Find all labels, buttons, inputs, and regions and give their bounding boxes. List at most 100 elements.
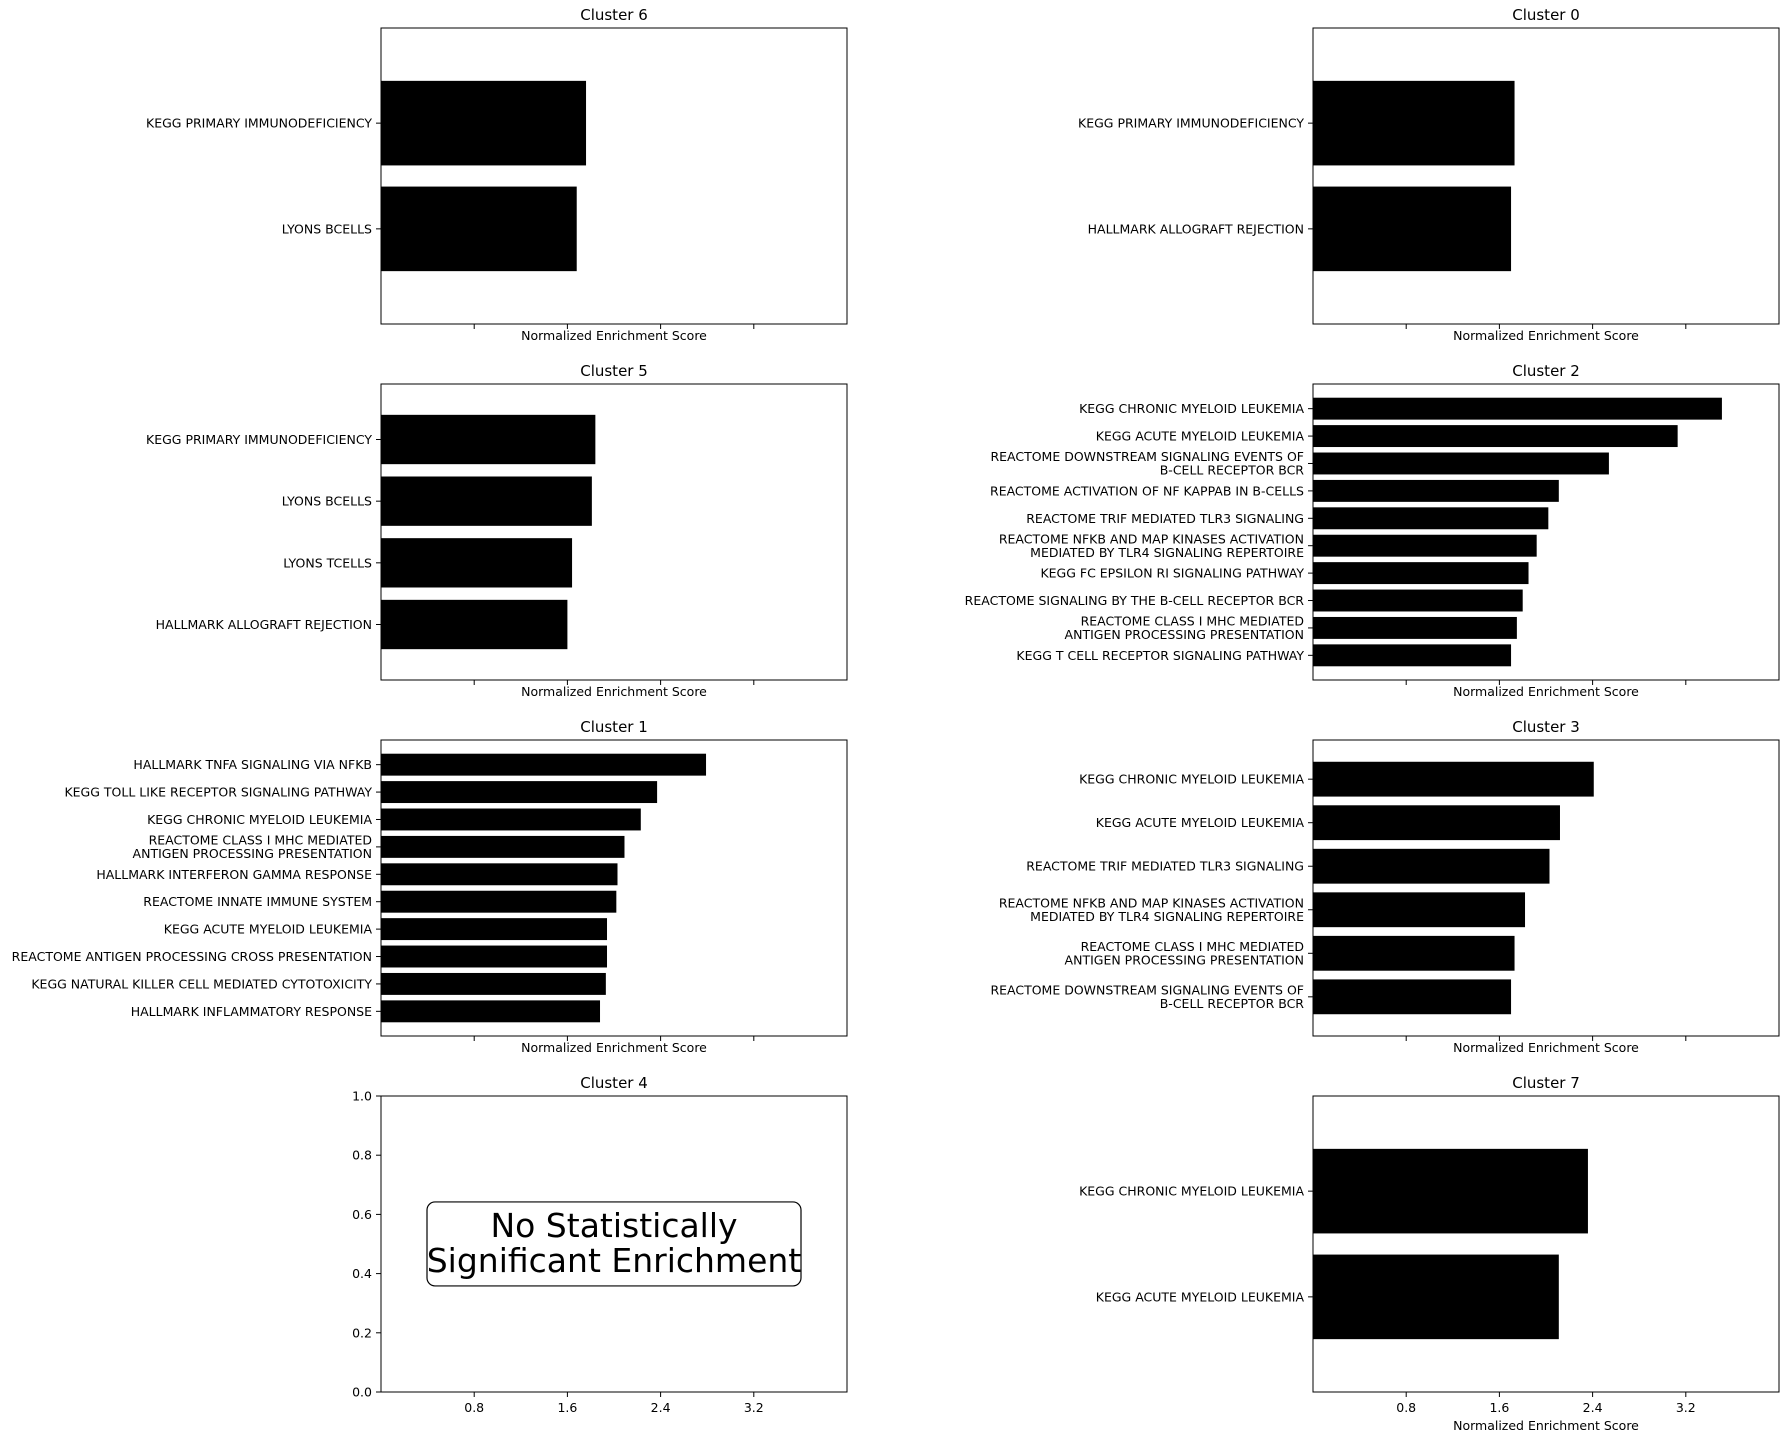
bar bbox=[1313, 935, 1515, 971]
plot-frame bbox=[1312, 27, 1780, 325]
chart-title: Cluster 6 bbox=[580, 6, 648, 24]
bar bbox=[1313, 562, 1529, 585]
category-label: REACTOME ANTIGEN PROCESSING CROSS PRESEN… bbox=[12, 949, 372, 964]
bar bbox=[381, 863, 618, 886]
y-tick-label: 0.4 bbox=[352, 1266, 372, 1281]
category-label: REACTOME INNATE IMMUNE SYSTEM bbox=[143, 894, 372, 909]
bar bbox=[1313, 644, 1512, 667]
bar bbox=[1313, 1148, 1588, 1234]
x-tick-label: 3.2 bbox=[1676, 1400, 1696, 1415]
bar bbox=[1313, 979, 1512, 1015]
bar bbox=[1313, 452, 1609, 475]
bar bbox=[381, 972, 606, 995]
bar bbox=[1313, 761, 1594, 797]
x-axis-label: Normalized Enrichment Score bbox=[521, 328, 707, 343]
bar bbox=[381, 414, 596, 465]
category-label: HALLMARK INTERFERON GAMMA RESPONSE bbox=[96, 867, 372, 882]
chart-panel-1: Cluster 0 KEGG PRIMARY IMMUNODEFICIENCY HA… bbox=[1078, 6, 1780, 343]
chart-title: Cluster 2 bbox=[1512, 362, 1580, 380]
x-tick-label: 0.8 bbox=[1396, 1400, 1416, 1415]
bar bbox=[381, 538, 573, 588]
category-label: REACTOME ACTIVATION OF NF KAPPAB IN B-CE… bbox=[990, 483, 1304, 498]
plot-frame bbox=[380, 739, 848, 1037]
y-tick-label: 0.2 bbox=[352, 1325, 372, 1340]
category-label: KEGG ACUTE MYELOID LEUKEMIA bbox=[1096, 429, 1305, 444]
x-axis-label: Normalized Enrichment Score bbox=[1453, 1418, 1639, 1433]
bar bbox=[1313, 848, 1550, 884]
bar bbox=[1313, 397, 1722, 420]
x-axis-label: Normalized Enrichment Score bbox=[521, 1040, 707, 1055]
bar bbox=[1313, 616, 1517, 639]
category-label: LYONS BCELLS bbox=[282, 221, 372, 236]
category-label: KEGG ACUTE MYELOID LEUKEMIA bbox=[164, 922, 373, 937]
category-label: REACTOME CLASS I MHC MEDIATED ANTIGEN PRO… bbox=[1065, 939, 1304, 968]
category-label: KEGG PRIMARY IMMUNODEFICIENCY bbox=[146, 432, 372, 447]
bar bbox=[1313, 534, 1537, 557]
category-label: REACTOME CLASS I MHC MEDIATED ANTIGEN PRO… bbox=[1065, 614, 1304, 643]
y-tick-label: 0.6 bbox=[352, 1207, 372, 1222]
x-tick-label: 2.4 bbox=[651, 1400, 671, 1415]
chart-panel-6: Cluster 4 0.8 1.6 2.4 3.2 0.0 0.2 0.4 0.6 0.8 1.0 N… bbox=[352, 1074, 848, 1415]
plot-frame bbox=[1312, 383, 1780, 681]
category-label: KEGG T CELL RECEPTOR SIGNALING PATHWAY bbox=[1016, 648, 1304, 663]
category-label: KEGG CHRONIC MYELOID LEUKEMIA bbox=[147, 812, 372, 827]
bar bbox=[381, 781, 658, 804]
bar bbox=[381, 835, 625, 858]
plot-frame bbox=[1312, 739, 1780, 1037]
bar bbox=[1313, 425, 1678, 448]
bar bbox=[381, 80, 587, 166]
category-label: KEGG CHRONIC MYELOID LEUKEMIA bbox=[1079, 1184, 1304, 1199]
category-label: REACTOME TRIF MEDIATED TLR3 SIGNALING bbox=[1026, 511, 1304, 526]
y-tick-label: 0.8 bbox=[352, 1148, 372, 1163]
bar bbox=[1313, 1254, 1559, 1340]
bar bbox=[381, 808, 641, 831]
bar bbox=[1313, 186, 1512, 272]
chart-panel-5: Cluster 3 KEGG CHRONIC MYELOID LEUKEMIA KE… bbox=[990, 718, 1780, 1055]
category-label: HALLMARK INFLAMMATORY RESPONSE bbox=[131, 1004, 372, 1019]
category-label: KEGG PRIMARY IMMUNODEFICIENCY bbox=[146, 116, 372, 131]
category-label: KEGG FC EPSILON RI SIGNALING PATHWAY bbox=[1040, 566, 1304, 581]
annotation-box bbox=[426, 1201, 802, 1287]
y-tick-label: 0.0 bbox=[352, 1385, 372, 1400]
category-label: HALLMARK TNFA SIGNALING VIA NFKB bbox=[133, 757, 372, 772]
x-tick-label: 3.2 bbox=[744, 1400, 764, 1415]
chart-title: Cluster 7 bbox=[1512, 1074, 1580, 1092]
plot-frame bbox=[380, 27, 848, 325]
plot-frame bbox=[380, 1095, 848, 1393]
bar bbox=[1313, 479, 1559, 502]
chart-title: Cluster 0 bbox=[1512, 6, 1580, 24]
x-tick-label: 1.6 bbox=[1489, 1400, 1509, 1415]
category-label: LYONS BCELLS bbox=[282, 494, 372, 509]
category-label: KEGG ACUTE MYELOID LEUKEMIA bbox=[1096, 815, 1305, 830]
bar bbox=[381, 186, 577, 272]
category-label: REACTOME TRIF MEDIATED TLR3 SIGNALING bbox=[1026, 859, 1304, 874]
bar bbox=[381, 1000, 601, 1023]
chart-title: Cluster 5 bbox=[580, 362, 648, 380]
bar bbox=[381, 945, 608, 968]
chart-panel-2: Cluster 5 KEGG PRIMARY IMMUNODEFICIENCY LY… bbox=[146, 362, 848, 699]
chart-panel-7: Cluster 7 KEGG CHRONIC MYELOID LEUKEMIA KE… bbox=[1079, 1074, 1780, 1433]
x-axis-label: Normalized Enrichment Score bbox=[1453, 684, 1639, 699]
category-label: REACTOME NFKB AND MAP KINASES ACTIVATION… bbox=[999, 896, 1304, 925]
chart-panel-4: Cluster 1 HALLMARK TNFA SIGNALING VIA NFK… bbox=[12, 718, 848, 1055]
category-label: KEGG ACUTE MYELOID LEUKEMIA bbox=[1096, 1289, 1305, 1304]
plot-frame bbox=[380, 383, 848, 681]
category-label: KEGG TOLL LIKE RECEPTOR SIGNALING PATHWA… bbox=[64, 785, 372, 800]
bar bbox=[1313, 80, 1515, 166]
category-label: REACTOME DOWNSTREAM SIGNALING EVENTS OF B… bbox=[990, 983, 1304, 1012]
bar bbox=[1313, 892, 1526, 928]
category-label: KEGG NATURAL KILLER CELL MEDIATED CYTOTO… bbox=[31, 976, 372, 991]
category-label: KEGG CHRONIC MYELOID LEUKEMIA bbox=[1079, 772, 1304, 787]
category-label: REACTOME DOWNSTREAM SIGNALING EVENTS OF B… bbox=[990, 449, 1304, 478]
bar bbox=[1313, 589, 1523, 612]
y-tick-label: 1.0 bbox=[352, 1089, 372, 1104]
category-label: REACTOME SIGNALING BY THE B-CELL RECEPTO… bbox=[965, 593, 1305, 608]
x-tick-label: 0.8 bbox=[464, 1400, 484, 1415]
category-label: REACTOME CLASS I MHC MEDIATED ANTIGEN PRO… bbox=[133, 833, 372, 862]
category-label: KEGG CHRONIC MYELOID LEUKEMIA bbox=[1079, 401, 1304, 416]
x-axis-label: Normalized Enrichment Score bbox=[1453, 328, 1639, 343]
x-tick-label: 1.6 bbox=[557, 1400, 577, 1415]
x-axis-label: Normalized Enrichment Score bbox=[1453, 1040, 1639, 1055]
chart-panel-3: Cluster 2 KEGG CHRONIC MYELOID LEUKEMIA KE… bbox=[965, 362, 1780, 699]
